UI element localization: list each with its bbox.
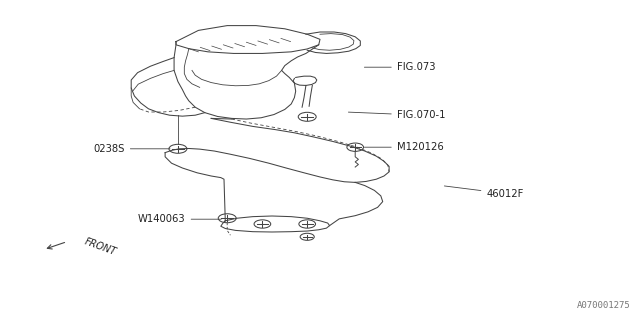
Text: W140063: W140063 [138,214,221,224]
Text: M120126: M120126 [364,142,444,152]
Text: 46012F: 46012F [444,186,524,199]
Text: A070001275: A070001275 [577,301,630,310]
Text: FRONT: FRONT [83,236,118,257]
Text: 0238S: 0238S [93,144,170,154]
Text: FIG.073: FIG.073 [364,62,435,72]
Text: FIG.070-1: FIG.070-1 [348,110,445,120]
